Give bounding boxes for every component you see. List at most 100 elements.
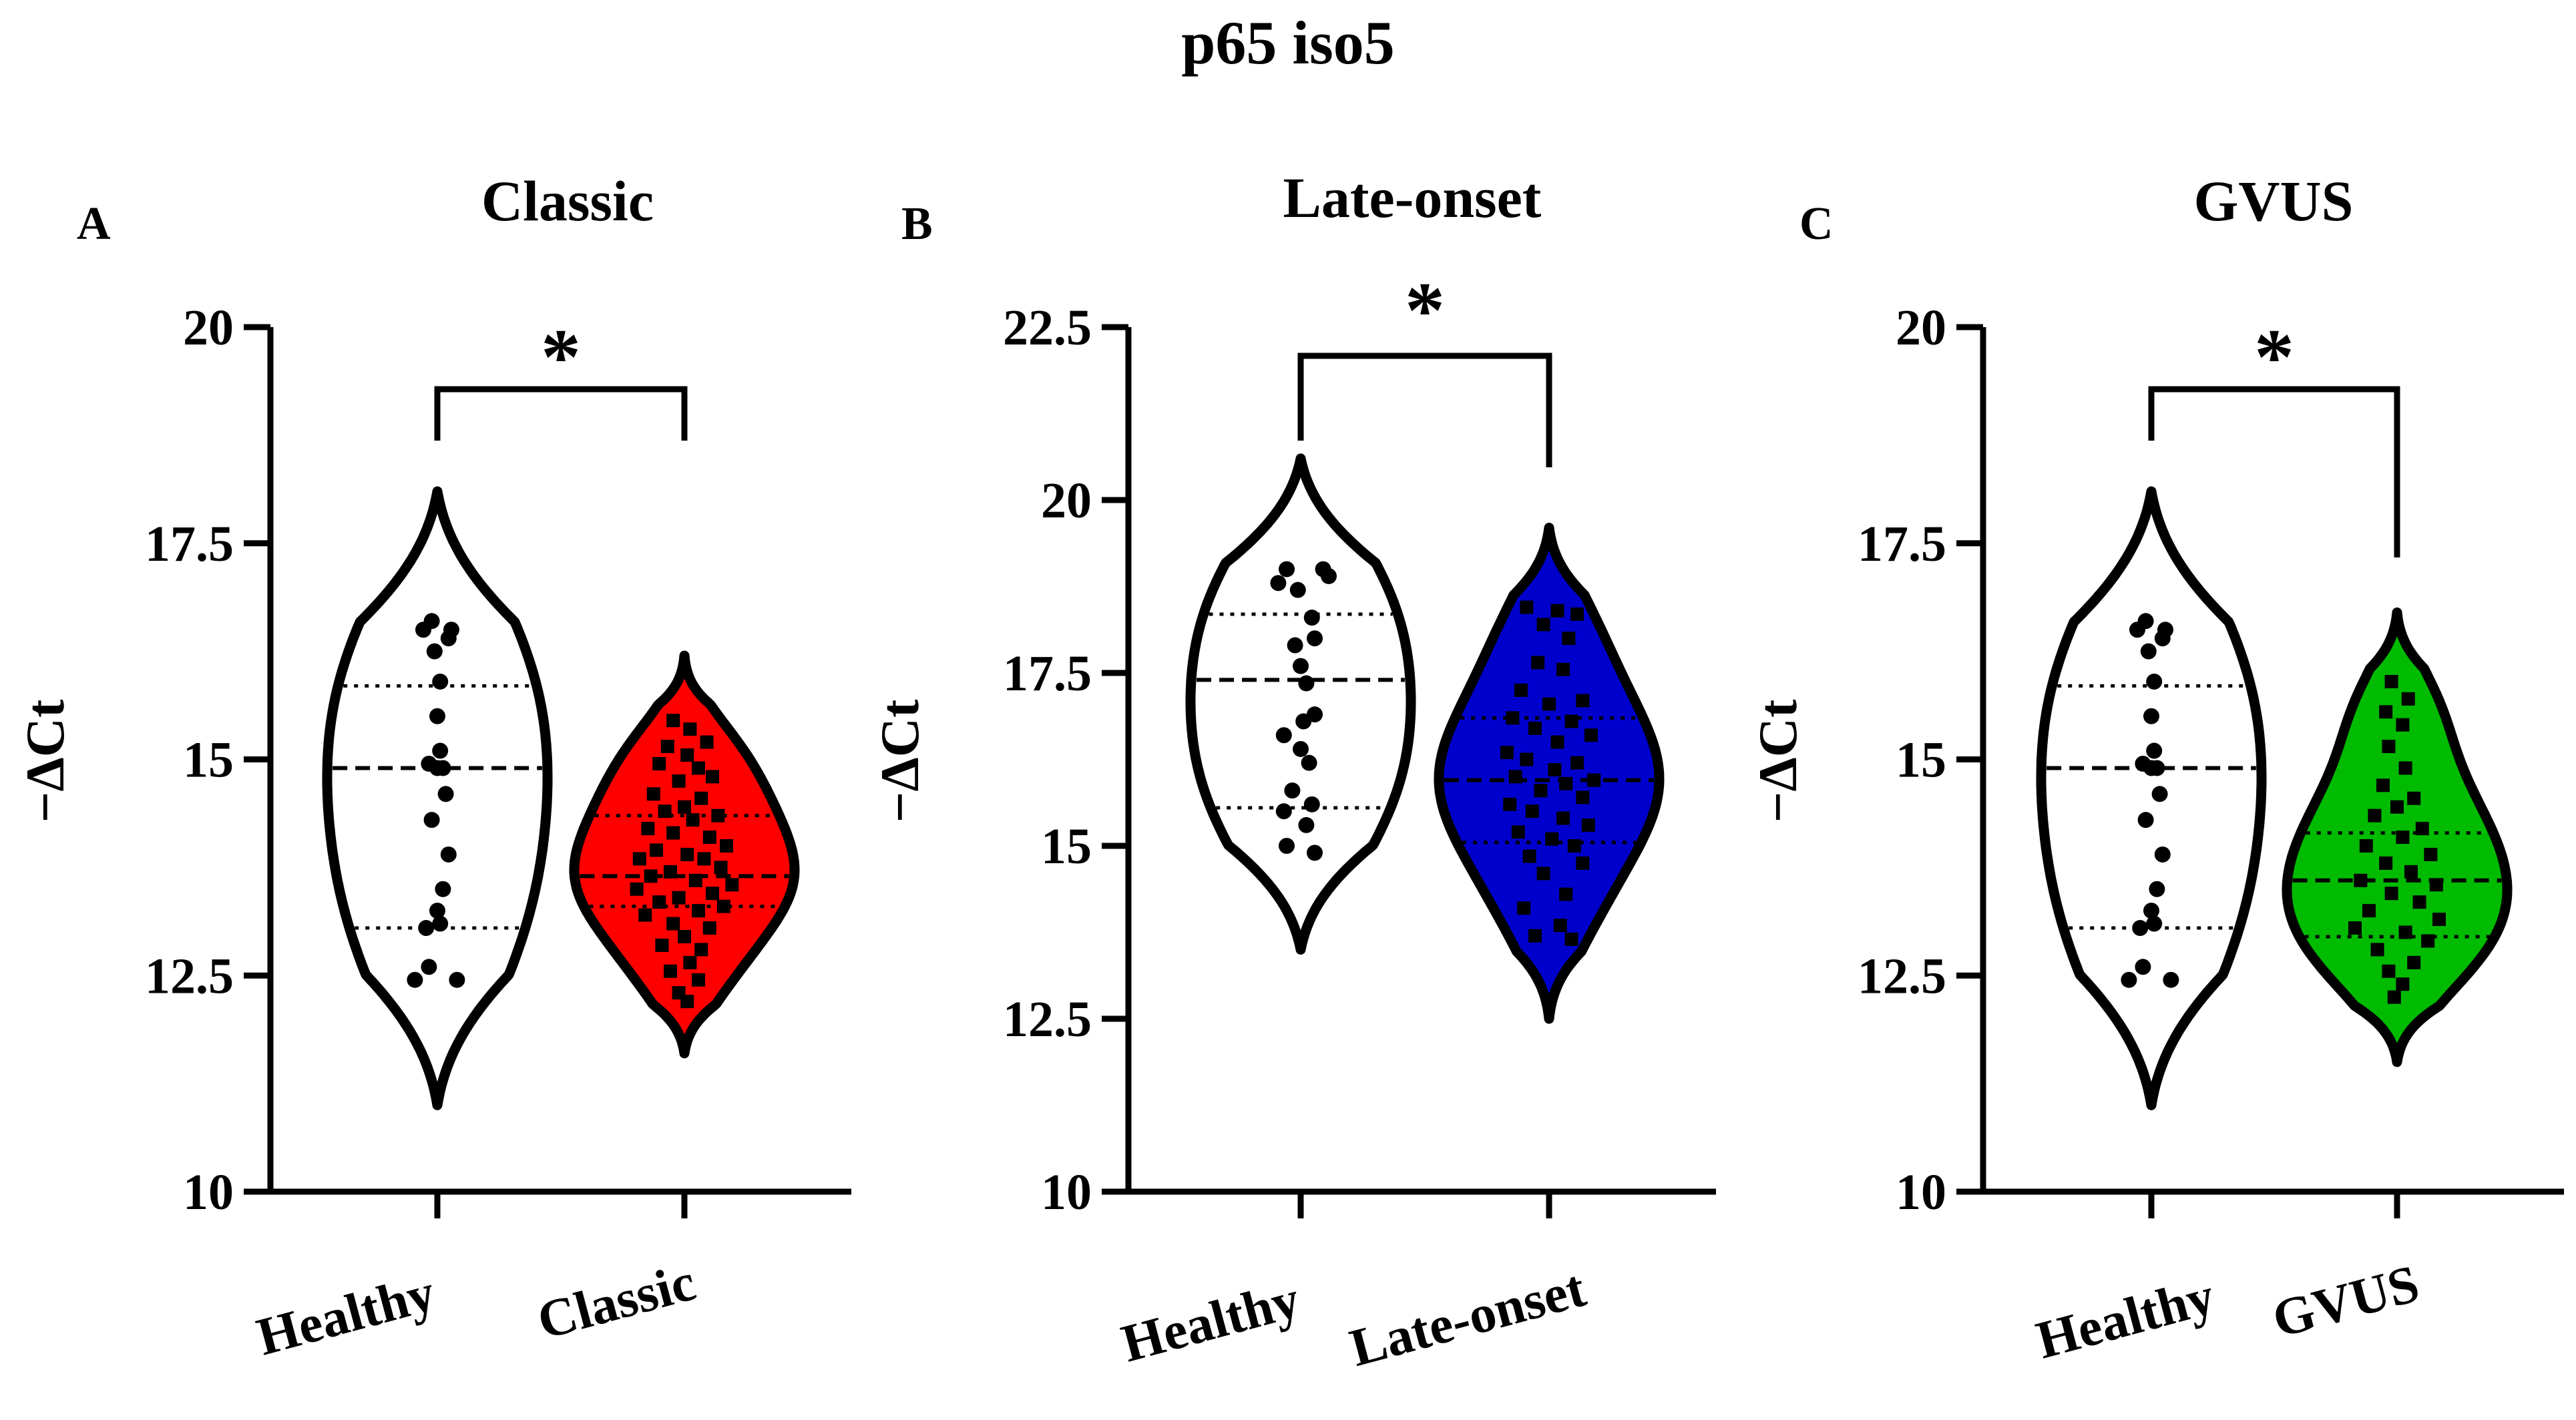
panel-a-classic-point (680, 847, 694, 861)
panel-b-late-onset-point (1525, 804, 1539, 818)
panel-c-gvus-point (2424, 847, 2438, 861)
panel-a-healthy-point (443, 622, 459, 638)
panel-a-healthy-point (440, 846, 457, 863)
panel-a-classic-point (664, 865, 677, 879)
panel-a-classic-point (697, 852, 711, 866)
panel-a-classic-point (630, 882, 644, 896)
panel-a-y-tick-label: 20 (183, 300, 234, 356)
panel-b-significance-bracket (1297, 352, 1552, 467)
panel-b: B Late-onset −ΔCt 10 12.5 15 17.5 20 22.5 * He… (869, 166, 1716, 1378)
panel-c-gvus-point (2398, 925, 2412, 939)
panel-a-healthy-point (435, 760, 451, 776)
panel-b-late-onset-point (1520, 752, 1534, 766)
panel-a-healthy-point (432, 673, 449, 690)
panel-b-late-onset-point (1559, 776, 1573, 790)
panel-b-late-onset-point (1511, 825, 1525, 839)
panel-b-healthy-point (1279, 561, 1295, 577)
panel-a-classic-point (646, 787, 660, 801)
panel-a-classic-point (638, 908, 652, 922)
panel-b-late-onset-point (1570, 607, 1584, 621)
panel-b-healthy-point (1275, 727, 1292, 744)
panel-c-healthy-point (2143, 708, 2159, 724)
panel-b-healthy-point (1303, 610, 1320, 626)
panel-c-healthy-point (2146, 915, 2163, 932)
panel-c-gvus-point (2429, 878, 2443, 892)
panel-a-classic-point (706, 770, 719, 784)
panel-b-late-onset-point (1506, 711, 1520, 725)
panel-b-late-onset-point (1564, 932, 1578, 946)
panel-c-gvus-point (2398, 761, 2412, 775)
panel-b-late-onset-point (1534, 784, 1548, 798)
panel-a-classic-point (694, 943, 708, 957)
panel-a-classic-point (655, 938, 669, 952)
panel-b-significance-star: * (1405, 266, 1445, 354)
panel-c-gvus-point (2379, 856, 2393, 870)
panel-c-gvus-point (2396, 977, 2410, 991)
panel-a-healthy-point (426, 643, 443, 660)
panel-c-gvus-point (2401, 692, 2415, 706)
panel-c-category-label-healthy: Healthy (2030, 1266, 2221, 1370)
panel-b-healthy-point (1279, 838, 1295, 854)
panel-c-gvus-point (2362, 904, 2376, 918)
panel-b-healthy-point (1321, 567, 1337, 584)
panel-c-gvus-point (2412, 895, 2426, 909)
panel-b-late-onset-point (1531, 656, 1545, 670)
panel-b-healthy-point (1295, 713, 1312, 730)
panel-a-classic-point (688, 873, 702, 887)
panel-c-gvus-point (2382, 964, 2396, 978)
panel-b-title: Late-onset (1283, 166, 1542, 230)
panel-a-classic-point (652, 756, 666, 770)
panel-a-classic-point (652, 895, 666, 909)
panel-c-gvus-point (2415, 822, 2429, 836)
panel-a-healthy-point (449, 971, 465, 988)
panel-c-gvus-point (2421, 934, 2435, 948)
panel-c-label: C (1799, 198, 1834, 250)
panel-a-classic-point (666, 714, 680, 728)
panel-b-late-onset-point (1564, 714, 1578, 728)
panel-b-healthy-point (1289, 581, 1306, 598)
panel-c-gvus-point (2396, 718, 2410, 732)
panel-a-classic-point (678, 800, 691, 814)
panel-a-y-tick-label: 17.5 (145, 516, 234, 572)
panel-a-classic-point (658, 804, 672, 818)
panel-a-y-axis-label: −ΔCt (15, 700, 75, 823)
panel-c-y-tick-label: 12.5 (1858, 948, 1946, 1004)
figure-title: p65 iso5 (1181, 9, 1395, 77)
panel-c-healthy-point (2149, 760, 2165, 776)
panel-a-y-tick-label: 10 (183, 1164, 234, 1220)
panel-b-y-tick-label: 15 (1041, 818, 1092, 875)
panel-a-classic-point (641, 822, 655, 836)
panel-a-healthy-point (437, 786, 454, 802)
panel-c-gvus-point (2368, 808, 2382, 822)
panel-a-classic-point (702, 831, 716, 845)
panel-b-late-onset-point (1584, 728, 1598, 742)
panel-b-late-onset-point (1576, 856, 1590, 870)
panel-c-gvus-point (2407, 791, 2421, 805)
panel-c-gvus-point (2390, 800, 2404, 814)
panel-b-late-onset-point (1556, 662, 1570, 676)
panel-b-late-onset-point (1587, 773, 1601, 787)
panel-c-healthy-point (2151, 786, 2168, 802)
panel-a-healthy-point (423, 812, 440, 829)
panel-c-gvus-point (2396, 831, 2410, 845)
panel-b-late-onset-point (1548, 763, 1562, 777)
panel-c-healthy-point (2137, 812, 2154, 829)
panel-b-y-tick-label: 20 (1041, 473, 1092, 529)
panel-a-classic-point (650, 843, 663, 857)
panel-b-healthy-point (1307, 630, 1323, 647)
panel-a-healthy-point (429, 903, 445, 919)
panel-a-classic-point (716, 899, 730, 913)
panel-c-gvus-point (2384, 674, 2398, 688)
panel-a-significance-star: * (541, 312, 581, 401)
panel-b-y-tick-label: 22.5 (1003, 300, 1092, 356)
panel-a-classic-point (720, 839, 733, 853)
panel-b-late-onset-point (1570, 756, 1584, 770)
panel-c-gvus-point (2354, 873, 2368, 887)
panel-c-gvus-point (2382, 740, 2396, 754)
panel-c-gvus-point (2387, 990, 2401, 1004)
panel-c-gvus-point (2407, 955, 2421, 969)
panel-b-healthy-point (1284, 782, 1301, 799)
panel-a-classic-point (694, 791, 708, 805)
panel-b-late-onset-point (1567, 839, 1581, 853)
